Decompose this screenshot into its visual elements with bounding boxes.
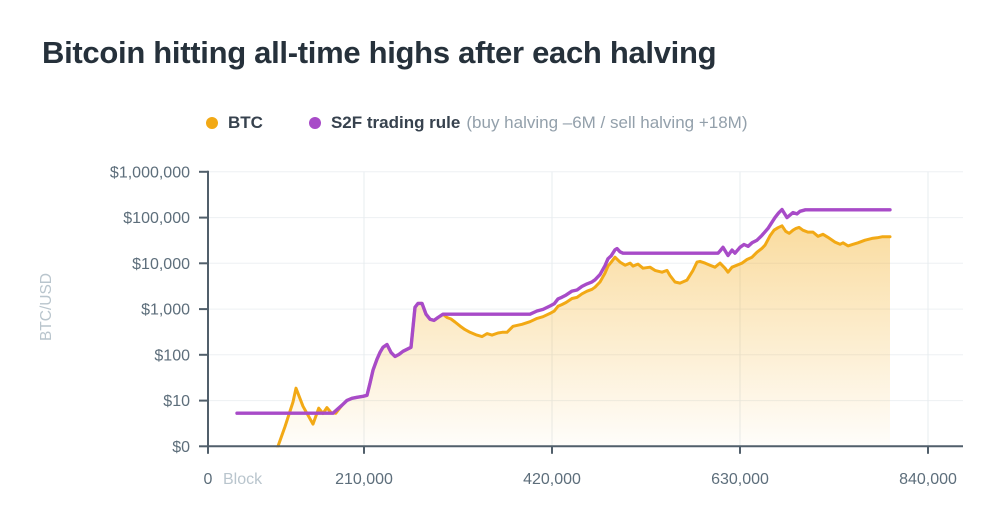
y-tick-label: $1,000,000: [110, 164, 190, 181]
legend-item-s2f: S2F trading rule (buy halving –6M / sell…: [308, 113, 748, 133]
y-tick-label: $10: [163, 393, 190, 410]
legend: BTC S2F trading rule (buy halving –6M / …: [206, 113, 748, 133]
y-tick-label: $1,000: [141, 302, 190, 319]
x-tick-label: 840,000: [899, 471, 957, 488]
y-tick-label: $0: [172, 439, 190, 456]
s2f-series-note: (buy halving –6M / sell halving +18M): [466, 113, 748, 132]
btc-series-swatch-icon: [206, 117, 218, 129]
x-tick-label: 420,000: [523, 471, 581, 488]
x-tick-label: 210,000: [335, 471, 393, 488]
x-axis-title: Block: [223, 471, 263, 488]
y-tick-label: $100,000: [123, 210, 190, 227]
y-tick-label: $100: [154, 347, 190, 364]
s2f-line: [235, 207, 892, 415]
y-tick-label: $10,000: [132, 256, 190, 273]
s2f-series-swatch-icon: [308, 117, 321, 129]
btc-area: [270, 225, 890, 448]
page-title: Bitcoin hitting all-time highs after eac…: [42, 35, 717, 70]
btc-series-label: BTC: [228, 113, 263, 132]
y-axis-title: BTC/USD: [38, 273, 55, 341]
s2f-series-label: S2F trading rule: [330, 113, 461, 132]
x-tick-label: 0: [204, 471, 213, 488]
legend-item-btc: BTC: [206, 113, 263, 133]
x-tick-label: 630,000: [711, 471, 769, 488]
